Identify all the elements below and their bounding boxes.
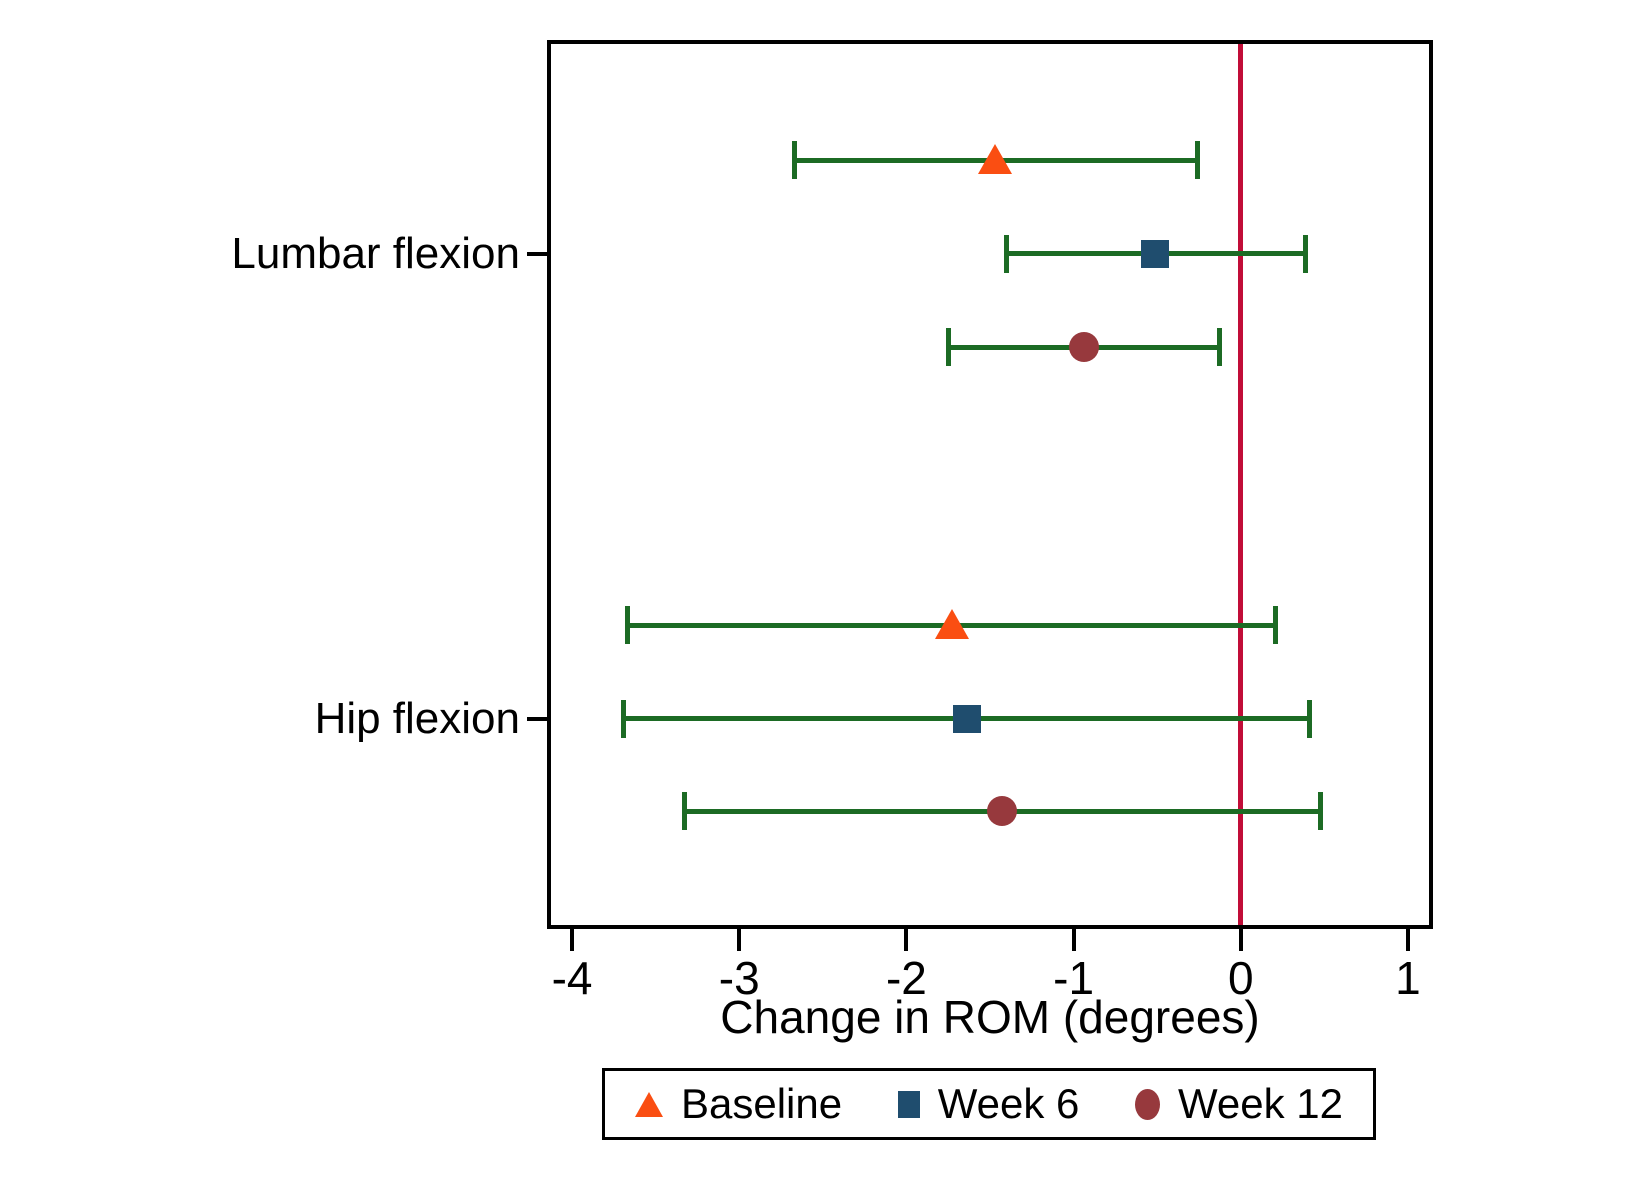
- legend-label: Baseline: [681, 1080, 843, 1127]
- x-tick-label: 1: [1395, 952, 1421, 1004]
- error-bar-cap-right: [1306, 699, 1312, 738]
- legend-item-week6: Week 6: [897, 1080, 1080, 1128]
- error-bar-cap-left: [621, 699, 627, 738]
- x-axis-title: Change in ROM (degrees): [720, 991, 1260, 1043]
- category-label: Hip flexion: [314, 693, 520, 743]
- x-tick: [1071, 929, 1076, 951]
- marker-circle-week12: [986, 796, 1017, 826]
- x-tick-label: 0: [1227, 952, 1254, 1004]
- legend-label: Week 6: [937, 1080, 1080, 1127]
- x-tick-label: -1: [1053, 952, 1095, 1004]
- marker-square-week6: [952, 704, 981, 733]
- error-bar-cap-left: [791, 141, 797, 179]
- y-tick: [527, 251, 547, 256]
- error-bar-cap-right: [1303, 234, 1309, 273]
- y-tick: [527, 716, 547, 721]
- error-bar-cap-left: [624, 606, 630, 644]
- marker-triangle-baseline: [978, 144, 1012, 174]
- legend-circle-icon: [1135, 1088, 1160, 1120]
- x-tick: [570, 929, 575, 951]
- error-bar-cap-left: [681, 792, 687, 830]
- error-bar-cap-right: [1273, 606, 1279, 644]
- x-tick-label: -2: [885, 952, 927, 1004]
- category-label: Lumbar flexion: [231, 228, 520, 278]
- error-bar-cap-right: [1318, 792, 1324, 830]
- x-tick: [904, 929, 909, 951]
- marker-circle-week12: [1068, 332, 1099, 362]
- x-tick: [737, 929, 742, 951]
- legend-triangle-icon: [635, 1091, 663, 1117]
- legend-item-week12: Week 12: [1135, 1080, 1343, 1128]
- error-bar-cap-right: [1194, 141, 1200, 179]
- legend-square-icon: [897, 1090, 920, 1118]
- error-bar-cap-left: [1004, 234, 1010, 273]
- x-tick-label: -4: [551, 952, 593, 1004]
- marker-triangle-baseline: [934, 609, 969, 639]
- plot-area: [547, 40, 1433, 929]
- error-bar-cap-right: [1216, 328, 1222, 366]
- zero-reference-line: [1238, 44, 1244, 925]
- x-tick: [1405, 929, 1410, 951]
- marker-square-week6: [1141, 239, 1170, 268]
- legend: Baseline Week 6 Week 12: [602, 1068, 1376, 1140]
- x-tick: [1238, 929, 1243, 951]
- x-tick-label: -3: [718, 952, 760, 1004]
- legend-item-baseline: Baseline: [635, 1080, 842, 1128]
- error-bar-cap-left: [945, 328, 951, 366]
- legend-label: Week 12: [1178, 1080, 1343, 1127]
